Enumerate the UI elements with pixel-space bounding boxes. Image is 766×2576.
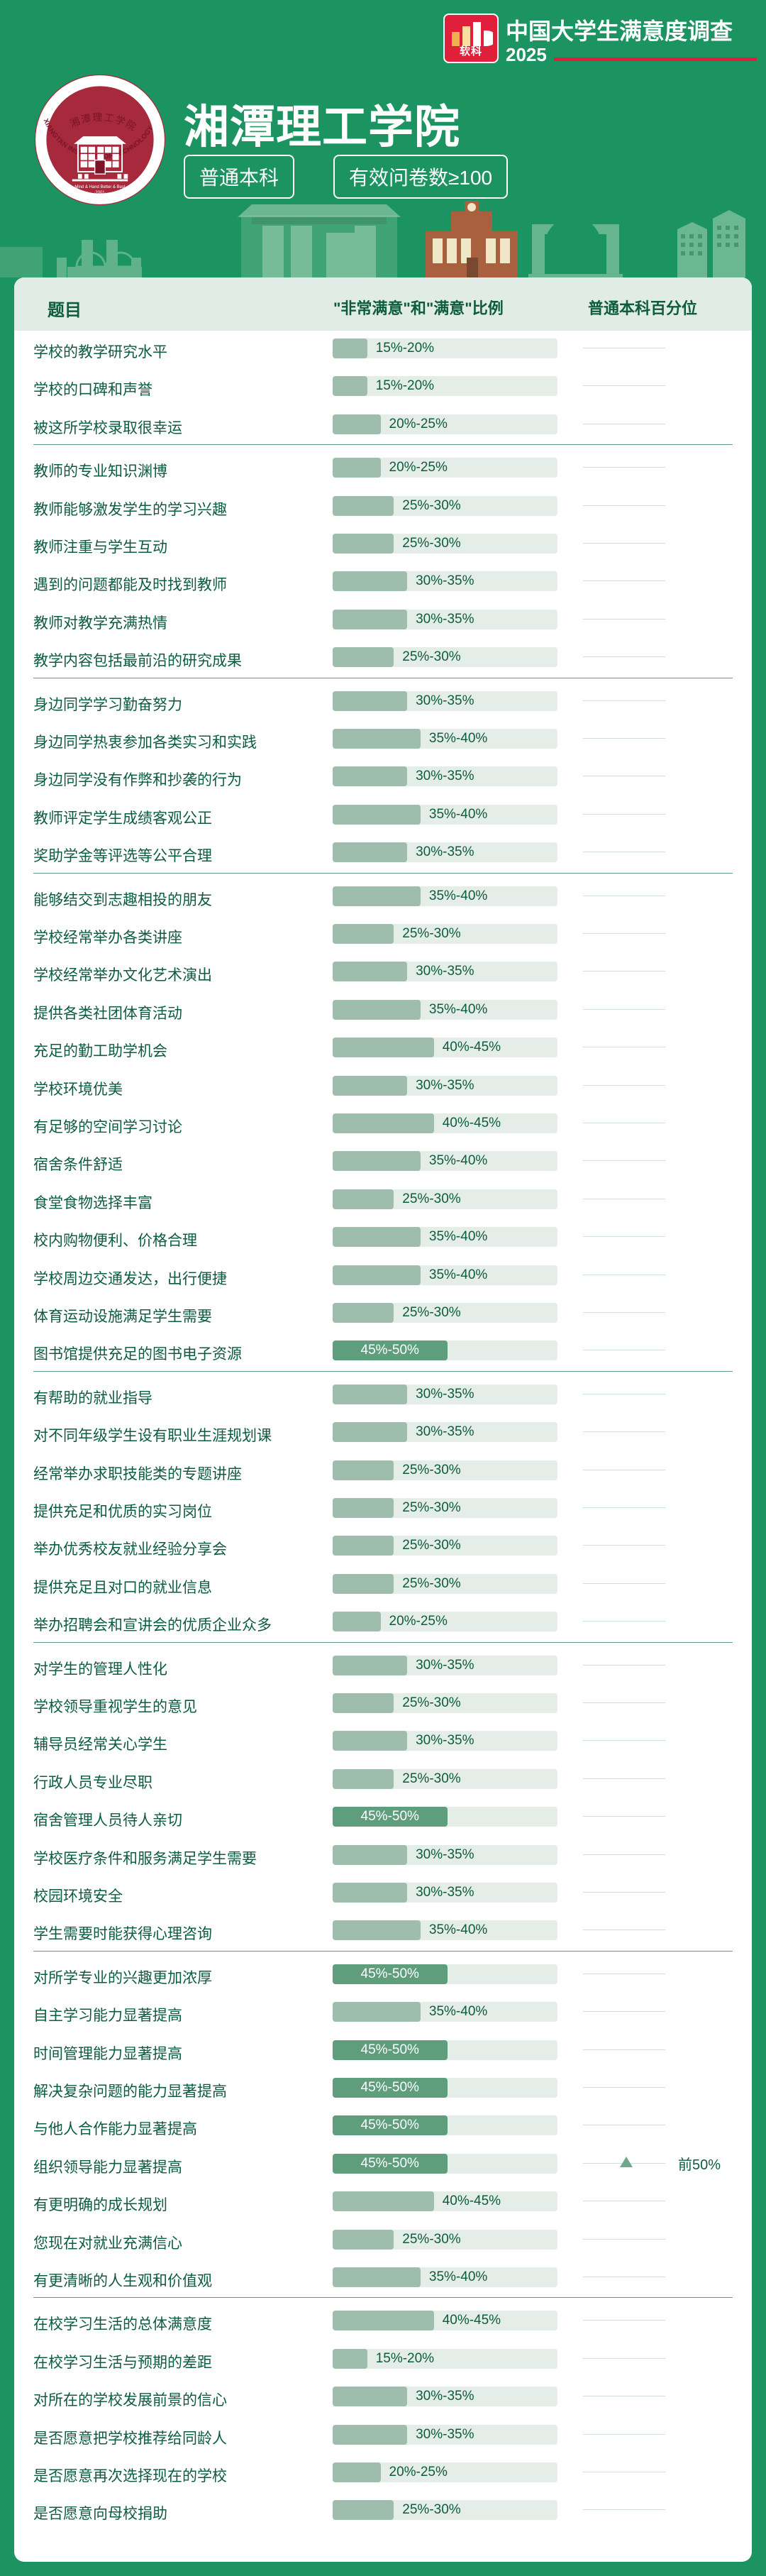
svg-text:Mind & Hand Better & Best: Mind & Hand Better & Best	[74, 185, 125, 189]
